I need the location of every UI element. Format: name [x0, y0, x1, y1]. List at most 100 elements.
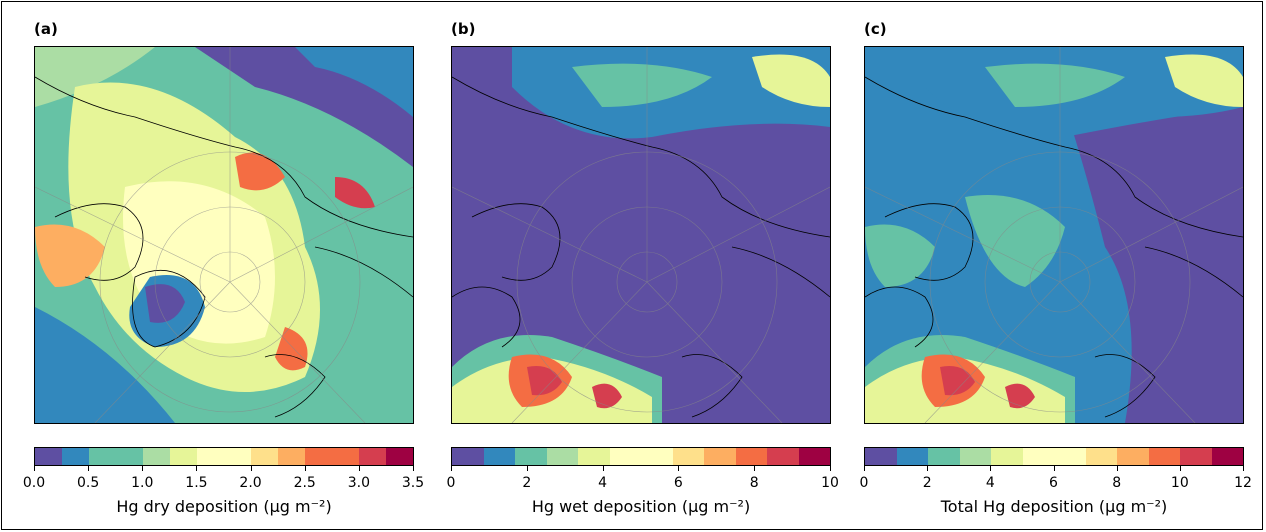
- panel-b: (b): [447, 0, 861, 532]
- colorbar-segment: [735, 448, 767, 465]
- colorbar-tick: [1116, 466, 1118, 471]
- colorbar-tick: [196, 466, 198, 471]
- colorbar-segment: [767, 448, 799, 465]
- colorbar-segment: [116, 448, 143, 465]
- colorbar-segment: [578, 448, 610, 465]
- colorbar-total: [864, 447, 1244, 466]
- colorbar-segment: [928, 448, 960, 465]
- colorbar-tick-label: 8: [1112, 475, 1122, 491]
- colorbar-segment: [359, 448, 386, 465]
- colorbar-dry: [34, 447, 414, 466]
- colorbar-tick-label: 2.0: [239, 475, 262, 491]
- colorbar-tick-label: 10: [821, 475, 839, 491]
- colorbar-segment: [546, 448, 578, 465]
- colorbar-segment: [865, 448, 897, 465]
- colorbar-tick-label: 3.0: [347, 475, 370, 491]
- colorbar-tick: [754, 466, 756, 471]
- panel-label-c: (c): [864, 20, 887, 38]
- colorbar-tick: [304, 466, 306, 471]
- colorbar-segment: [89, 448, 116, 465]
- colorbar-tick-label: 3.5: [401, 475, 425, 491]
- colorbar-wet: [451, 447, 831, 466]
- colorbar-title-dry: Hg dry deposition (μg m⁻²): [116, 497, 332, 516]
- wet-deposition-map: [451, 46, 831, 424]
- colorbar-segment: [959, 448, 991, 465]
- colorbar-tick: [830, 466, 831, 471]
- colorbar-segment: [483, 448, 515, 465]
- colorbar-tick-label: 12: [1234, 475, 1252, 491]
- colorbar-ticks-total: 0 2 4 6 8 10 12: [860, 466, 1252, 491]
- colorbar-tick-label: 2: [922, 475, 932, 491]
- colorbar-tick: [1053, 466, 1055, 471]
- panel-a: (a): [23, 0, 444, 532]
- panel-label-a: (a): [34, 20, 58, 38]
- colorbar-segment: [672, 448, 704, 465]
- colorbar-tick: [1243, 466, 1244, 471]
- polar-map-dry-deposition-icon: [35, 47, 413, 423]
- colorbar-title-wet: Hg wet deposition (μg m⁻²): [531, 497, 751, 516]
- colorbar-tick: [602, 466, 604, 471]
- colorbar-tick: [142, 466, 144, 471]
- colorbar-tick: [358, 466, 360, 471]
- colorbar-tick: [526, 466, 528, 471]
- colorbar-segment: [305, 448, 332, 465]
- colorbar-ticks-wet: 0 2 4 6 8 10: [447, 466, 839, 491]
- total-deposition-map: [864, 46, 1244, 424]
- colorbar-tick-label: 6: [673, 475, 683, 491]
- colorbar-segment: [35, 448, 62, 465]
- colorbar-segment: [991, 448, 1023, 465]
- colorbar-tick-label: 0.0: [22, 475, 46, 491]
- colorbar-segment: [1054, 448, 1086, 465]
- colorbar-segment: [515, 448, 547, 465]
- colorbar-tick: [864, 466, 865, 471]
- colorbar-segment: [224, 448, 251, 465]
- colorbar-segment: [332, 448, 359, 465]
- polar-map-wet-deposition-icon: [452, 47, 830, 423]
- dry-deposition-map: [34, 46, 414, 424]
- colorbar-tick-label: 1.0: [131, 475, 154, 491]
- colorbar-tick-label: 1.5: [185, 475, 208, 491]
- colorbar-segment: [452, 448, 484, 465]
- colorbar-tick-label: 4: [598, 475, 608, 491]
- colorbar-segment: [704, 448, 736, 465]
- colorbar-tick-label: 6: [1049, 475, 1058, 491]
- colorbar-tick: [927, 466, 929, 471]
- colorbar-tick: [88, 466, 90, 471]
- colorbar-segment: [170, 448, 197, 465]
- colorbar-tick: [990, 466, 992, 471]
- colorbar-tick-label: 0.5: [77, 475, 100, 491]
- colorbar-ticks-dry: 0.0 0.5 1.0 1.5 2.0 2.5 3.0 3.5: [23, 466, 424, 491]
- colorbar-segment: [1180, 448, 1212, 465]
- colorbar-tick: [451, 466, 452, 471]
- colorbar-segment: [896, 448, 928, 465]
- panel-label-b: (b): [451, 20, 476, 38]
- polar-map-total-deposition-icon: [865, 47, 1243, 423]
- colorbar-segment: [609, 448, 641, 465]
- colorbar-tick: [678, 466, 680, 471]
- colorbar-tick-label: 4: [985, 475, 995, 491]
- colorbar-tick: [413, 466, 414, 471]
- colorbar-tick: [34, 466, 35, 471]
- colorbar-segment: [641, 448, 673, 465]
- colorbar-segment: [143, 448, 170, 465]
- colorbar-tick-label: 2: [522, 475, 532, 491]
- colorbar-tick-label: 2.5: [293, 475, 316, 491]
- colorbar-tick: [1179, 466, 1181, 471]
- colorbar-segment: [1211, 448, 1243, 465]
- colorbar-tick-label: 10: [1170, 475, 1189, 491]
- colorbar-segment: [62, 448, 89, 465]
- colorbar-segment: [1117, 448, 1149, 465]
- colorbar-segment: [1148, 448, 1180, 465]
- colorbar-tick: [250, 466, 252, 471]
- colorbar-segment: [251, 448, 278, 465]
- colorbar-segment: [197, 448, 224, 465]
- panel-c: (c): [860, 0, 1266, 532]
- colorbar-segment: [386, 448, 413, 465]
- colorbar-tick-label: 0: [446, 475, 456, 491]
- colorbar-tick-label: 0: [859, 475, 869, 491]
- colorbar-segment: [1022, 448, 1054, 465]
- colorbar-segment: [1085, 448, 1117, 465]
- colorbar-segment: [798, 448, 830, 465]
- colorbar-tick-label: 8: [749, 475, 759, 491]
